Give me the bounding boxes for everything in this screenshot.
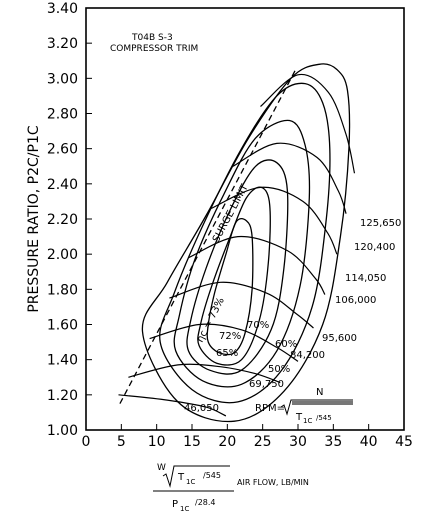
surge-limit-line xyxy=(119,67,298,404)
chart-subtitle: COMPRESSOR TRIM xyxy=(110,44,198,54)
efficiency-label-65: 65% xyxy=(216,348,238,359)
x-label-sqrt-sign xyxy=(162,465,230,488)
y-tick-label: 1.40 xyxy=(47,353,78,369)
efficiency-island-70 xyxy=(186,159,289,375)
y-tick-label: 1.20 xyxy=(47,388,78,404)
efficiency-island-50 xyxy=(141,63,351,423)
x-label-w: W xyxy=(157,463,166,473)
efficiency-label-70: 70% xyxy=(247,320,269,331)
rpm-label-120400: 120,400 xyxy=(354,242,395,253)
rpm-label-95600: 95,600 xyxy=(322,333,357,344)
x-tick-label: 15 xyxy=(183,434,201,450)
rpm-formula-sqrt-sign xyxy=(280,399,353,416)
rpm-formula-fraction-bar xyxy=(292,401,353,405)
x-axis-label: W T 1C /545 AIR FLOW, LB/MIN P 1C /28.4 xyxy=(153,463,309,513)
rpm-formula-denominator: T xyxy=(295,412,303,423)
y-tick-label: 2.80 xyxy=(47,107,78,123)
speed-line-84200 xyxy=(149,323,299,362)
efficiency-label-50: 50% xyxy=(268,364,290,375)
efficiency-island-72 xyxy=(197,186,271,366)
x-tick-label: 35 xyxy=(324,434,342,450)
rpm-formula-prefix: RPM= xyxy=(255,403,285,414)
rpm-formula-denominator-div: /545 xyxy=(316,414,332,422)
efficiency-label-72: 72% xyxy=(219,331,241,342)
x-label-sqrt-div: /545 xyxy=(203,471,221,480)
y-tick-label: 3.40 xyxy=(47,1,78,17)
speed-line-106000 xyxy=(188,235,326,295)
rpm-formula-denominator-sub: 1C xyxy=(303,417,312,425)
x-tick-label: 40 xyxy=(360,434,378,450)
speed-line-69750 xyxy=(128,363,281,384)
y-tick-label: 2.60 xyxy=(47,142,78,158)
efficiency-island-73 xyxy=(206,218,254,356)
speed-line-114050 xyxy=(210,186,338,255)
rpm-formula: RPM= N T 1C /545 xyxy=(255,387,353,425)
x-label-sqrt-sub: 1C xyxy=(186,478,195,486)
speed-line-46050 xyxy=(118,394,227,417)
efficiency-label-60: 60% xyxy=(275,339,297,350)
y-axis-label: PRESSURE RATIO, P2C/P1C xyxy=(26,125,42,313)
efficiency-island-60 xyxy=(159,82,331,404)
x-tick-label: 5 xyxy=(117,434,126,450)
x-label-units: AIR FLOW, LB/MIN xyxy=(237,478,309,487)
y-tick-label: 1.80 xyxy=(47,282,78,298)
y-tick-label: 2.00 xyxy=(47,247,78,263)
x-label-denominator-div: /28.4 xyxy=(195,498,216,507)
y-tick-label: 1.00 xyxy=(47,423,78,439)
rpm-label-84200: 84,200 xyxy=(290,350,325,361)
chart-title: T04B S-3 xyxy=(131,33,173,43)
x-tick-label: 10 xyxy=(148,434,166,450)
x-tick-label: 45 xyxy=(395,434,413,450)
rpm-label-69750: 69,750 xyxy=(249,379,284,390)
rpm-label-125650: 125,650 xyxy=(360,218,401,229)
rpm-label-114050: 114,050 xyxy=(345,273,386,284)
rpm-labels: 125,650 120,400 114,050 106,000 95,600 8… xyxy=(184,218,401,414)
x-tick-label: 0 xyxy=(82,434,91,450)
efficiency-island-65 xyxy=(173,119,311,388)
rpm-label-46050: 46,050 xyxy=(184,403,219,414)
y-tick-label: 2.40 xyxy=(47,177,78,193)
x-label-denominator-sub: 1C xyxy=(180,505,189,513)
speed-line-120400 xyxy=(232,142,347,214)
x-tick-label: 20 xyxy=(218,434,236,450)
rpm-label-106000: 106,000 xyxy=(335,295,376,306)
y-tick-label: 2.20 xyxy=(47,212,78,228)
x-label-denominator: P xyxy=(172,499,178,510)
x-tick-label: 30 xyxy=(289,434,307,450)
rpm-formula-numerator: N xyxy=(316,387,323,398)
x-label-sqrt-t: T xyxy=(177,472,185,483)
y-tick-label: 3.00 xyxy=(47,71,78,87)
efficiency-labels: ηc = 73% 72% 70% 65% 60% 50% xyxy=(195,296,297,375)
y-tick-label: 3.20 xyxy=(47,36,78,52)
y-tick-label: 1.60 xyxy=(47,318,78,334)
speed-line-95600 xyxy=(169,281,314,329)
x-tick-label: 25 xyxy=(254,434,272,450)
